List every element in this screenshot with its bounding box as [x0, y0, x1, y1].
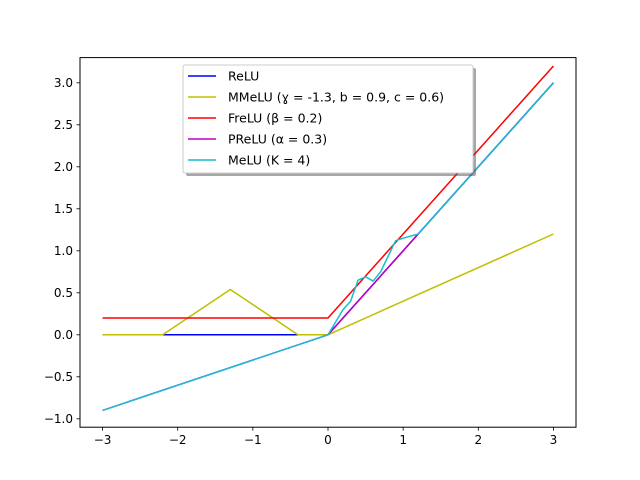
y-tick-label: 2.0 — [54, 160, 73, 174]
x-tick-label: 3 — [550, 433, 558, 447]
legend-label: MeLU (K = 4) — [228, 153, 310, 168]
legend-box — [182, 64, 474, 174]
x-tick-label: 0 — [324, 433, 332, 447]
legend-label: ReLU — [228, 69, 259, 84]
y-tick-label: 0.5 — [54, 286, 73, 300]
y-tick-label: −1.0 — [44, 412, 73, 426]
legend-entries: ReLU MMeLU (ɣ = -1.3, b = 0.9, c = 0.6) Fr… — [188, 69, 444, 168]
y-tick-label: 1.5 — [54, 202, 73, 216]
legend-label: PReLU (α = 0.3) — [228, 132, 327, 147]
x-tick-label: −2 — [169, 433, 187, 447]
x-axis: −3 −2 −1 0 1 2 3 — [94, 427, 558, 447]
series-layer — [102, 65, 555, 412]
y-tick-label: 0.0 — [54, 328, 73, 342]
legend-label: FreLU (β = 0.2) — [228, 111, 322, 126]
series-line-4 — [102, 82, 555, 412]
series-line-1 — [102, 233, 554, 336]
legend-label: MMeLU (ɣ = -1.3, b = 0.9, c = 0.6) — [228, 90, 444, 105]
legend: ReLU MMeLU (ɣ = -1.3, b = 0.9, c = 0.6) Fr… — [182, 64, 476, 176]
y-axis: −1.0 −0.5 0.0 0.5 1.0 1.5 2.0 2.5 3.0 — [44, 76, 80, 426]
x-tick-label: −1 — [244, 433, 262, 447]
x-tick-label: −3 — [94, 433, 112, 447]
y-tick-label: 2.5 — [54, 118, 73, 132]
x-tick-label: 2 — [474, 433, 482, 447]
y-tick-label: 3.0 — [54, 76, 73, 90]
x-tick-label: 1 — [399, 433, 407, 447]
y-tick-label: 1.0 — [54, 244, 73, 258]
series-line-2 — [102, 65, 555, 319]
y-tick-label: −0.5 — [44, 370, 73, 384]
